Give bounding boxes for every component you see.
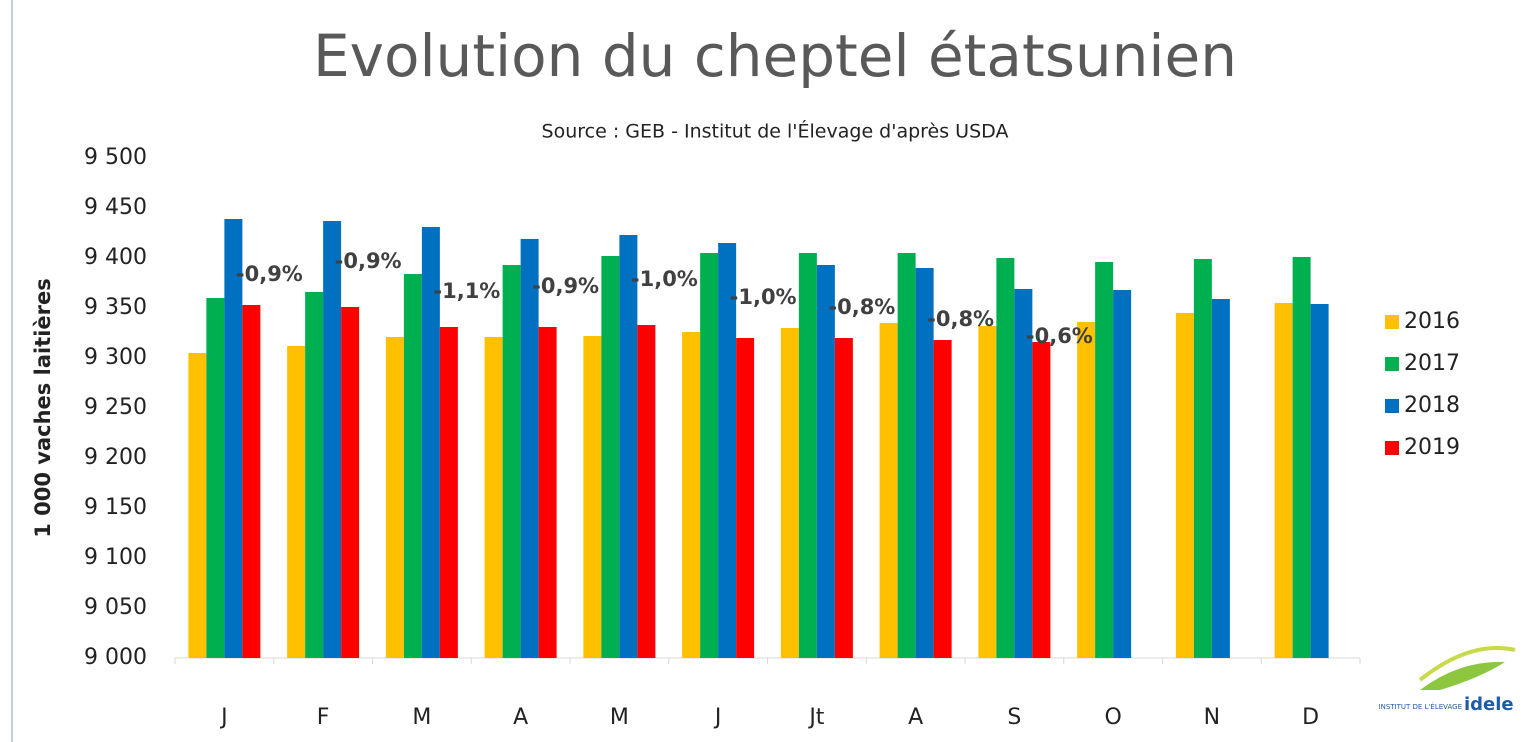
x-tick-label: D (1302, 705, 1319, 730)
bar (1113, 290, 1132, 658)
annotation: -1,0% (631, 267, 698, 291)
y-tick-label: 9 000 (84, 645, 147, 670)
bar (619, 235, 638, 658)
bar (1274, 303, 1293, 658)
chart-title: Evolution du cheptel étatsunien (313, 22, 1237, 90)
annotation: -1,1% (433, 279, 500, 303)
bar (403, 274, 422, 658)
bar (736, 338, 755, 658)
bar (421, 227, 440, 658)
bar (1193, 259, 1212, 658)
legend-label: 2016 (1404, 309, 1460, 334)
bar (933, 340, 952, 658)
logo-swoosh (1418, 646, 1516, 682)
bar (978, 326, 997, 658)
bar (780, 328, 799, 658)
legend-label: 2017 (1404, 351, 1460, 376)
bar (601, 256, 620, 658)
x-tick-label: J (219, 705, 228, 730)
bar (484, 337, 503, 658)
bar (188, 353, 207, 658)
bar (700, 253, 719, 658)
y-tick-label: 9 450 (84, 195, 147, 220)
bar (897, 253, 916, 658)
bar (798, 253, 817, 658)
legend-swatch (1385, 399, 1399, 413)
bar (1014, 289, 1033, 658)
bar (287, 346, 306, 658)
legend-swatch (1385, 441, 1399, 455)
bar (538, 327, 557, 658)
bar (305, 292, 324, 658)
bar (816, 265, 835, 658)
bar (682, 332, 701, 658)
annotation: -0,8% (828, 295, 895, 319)
bar (1211, 299, 1230, 658)
x-tick-label: N (1204, 705, 1220, 730)
x-tick-label: M (412, 705, 431, 730)
x-tick-label: A (513, 705, 528, 730)
chart-subtitle: Source : GEB - Institut de l'Élevage d'a… (542, 120, 1009, 143)
y-tick-label: 9 050 (84, 595, 147, 620)
y-tick-label: 9 300 (84, 345, 147, 370)
bar (1077, 322, 1096, 658)
bar (637, 325, 656, 658)
x-tick-label: O (1104, 705, 1121, 730)
y-axis-label: 1 000 vaches laitières (31, 278, 55, 538)
bar (502, 265, 521, 658)
bar (385, 337, 404, 658)
x-tick-label: M (610, 705, 629, 730)
bar (583, 336, 602, 658)
y-tick-label: 9 250 (84, 395, 147, 420)
bar (996, 258, 1015, 658)
bar (439, 327, 458, 658)
legend-swatch (1385, 357, 1399, 371)
annotation: -0,9% (236, 262, 303, 286)
annotation: -0,8% (927, 307, 994, 331)
logo: INSTITUT DE L'ÉLEVAGE idele (1379, 646, 1516, 715)
bar (1175, 313, 1194, 658)
bar (206, 298, 225, 658)
bar (915, 268, 934, 658)
bar (879, 323, 898, 658)
bar (341, 307, 360, 658)
bar (1310, 304, 1329, 658)
bar (834, 338, 853, 658)
annotation: -0,9% (532, 274, 599, 298)
x-tick-label: S (1007, 705, 1021, 730)
annotation: -0,9% (335, 249, 402, 273)
bar (520, 239, 539, 658)
y-tick-label: 9 500 (84, 145, 147, 170)
bar (323, 221, 342, 658)
annotation: -0,6% (1026, 324, 1093, 348)
x-tick-label: Jt (807, 705, 824, 730)
logo-small: INSTITUT DE L'ÉLEVAGE (1379, 702, 1462, 711)
y-tick-label: 9 150 (84, 495, 147, 520)
bar (718, 243, 737, 658)
bar (1095, 262, 1114, 658)
y-tick-label: 9 200 (84, 445, 147, 470)
x-tick-label: F (317, 705, 330, 730)
y-tick-label: 9 100 (84, 545, 147, 570)
logo-swoosh (1420, 661, 1505, 690)
x-tick-label: A (908, 705, 923, 730)
y-tick-label: 9 400 (84, 245, 147, 270)
bar (242, 305, 261, 658)
x-tick-label: J (713, 705, 722, 730)
annotation: -1,0% (730, 285, 797, 309)
legend-label: 2019 (1404, 435, 1460, 460)
legend-swatch (1385, 315, 1399, 329)
legend-label: 2018 (1404, 393, 1460, 418)
y-tick-label: 9 350 (84, 295, 147, 320)
bar (1292, 257, 1311, 658)
bar (1032, 342, 1051, 658)
bar (224, 219, 243, 658)
logo-big: idele (1464, 694, 1514, 715)
